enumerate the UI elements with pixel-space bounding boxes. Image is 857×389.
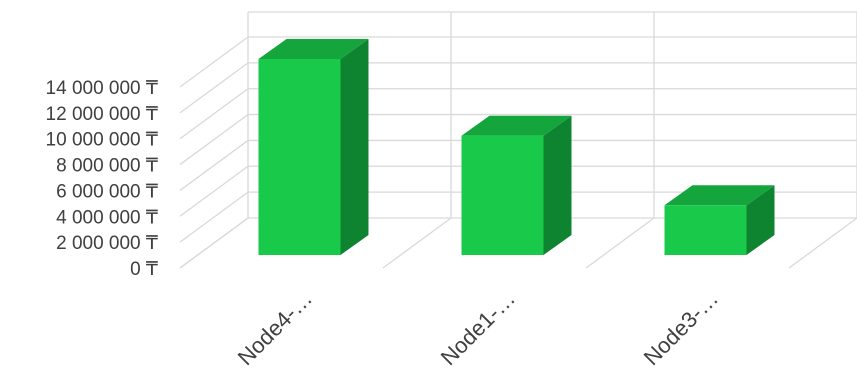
bar-side-face <box>340 39 369 255</box>
floor-depth-line <box>382 217 452 269</box>
chart-bars <box>258 39 775 256</box>
y-tick-label: 6 000 000 ₸ <box>56 181 158 202</box>
y-tick-label: 0 ₸ <box>130 259 158 280</box>
y-tick-label: 10 000 000 ₸ <box>46 130 158 151</box>
y-tick-label: 2 000 000 ₸ <box>56 233 158 254</box>
y-tick-label: 8 000 000 ₸ <box>56 156 158 177</box>
side-wall-line <box>179 62 249 114</box>
x-tick-label: Node1-… <box>436 286 520 370</box>
bar <box>258 39 369 255</box>
floor-depth-line <box>585 217 655 269</box>
bar-side-face <box>746 185 775 255</box>
bar-front-face <box>461 135 544 255</box>
side-wall-line <box>179 165 249 217</box>
x-tick-label: Node4-… <box>233 286 317 370</box>
bar <box>664 185 775 255</box>
x-tick-label: Node3-… <box>639 286 723 370</box>
y-axis-tick-labels: 0 ₸ 2 000 000 ₸ 4 000 000 ₸ 6 000 000 ₸ 8 00… <box>46 78 158 280</box>
side-wall-line <box>179 114 249 166</box>
bar-top-face <box>664 185 775 206</box>
bar-top-face <box>258 39 369 59</box>
side-wall-line <box>179 36 249 88</box>
floor-depth-line <box>788 217 857 269</box>
bar <box>461 115 572 256</box>
bar-front-face <box>664 205 747 255</box>
x-axis-tick-labels: Node4-… Node1-… Node3-… <box>233 286 723 370</box>
y-tick-label: 12 000 000 ₸ <box>46 104 158 125</box>
bar-front-face <box>258 59 341 255</box>
side-wall-line <box>179 217 249 269</box>
side-wall-line <box>179 88 249 140</box>
side-wall-line <box>179 139 249 191</box>
side-wall-line <box>179 191 249 243</box>
y-tick-label: 14 000 000 ₸ <box>46 78 158 99</box>
bar-side-face <box>543 115 572 256</box>
bar-top-face <box>461 115 572 136</box>
y-tick-label: 4 000 000 ₸ <box>56 207 158 228</box>
